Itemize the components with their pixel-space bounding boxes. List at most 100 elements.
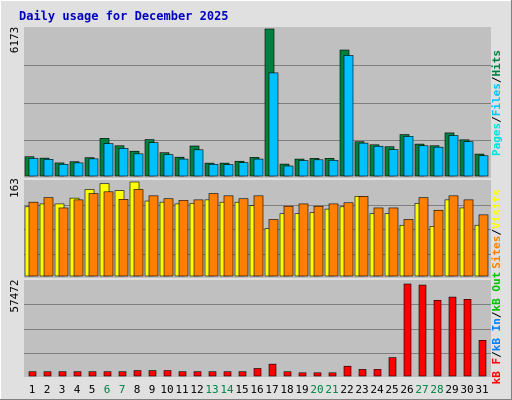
bar-files <box>148 142 159 177</box>
x-tick-label: 9 <box>149 383 156 396</box>
bar-kbf <box>283 371 292 377</box>
bar-files <box>283 165 294 177</box>
legend-sep: / <box>490 351 503 358</box>
bar-files <box>43 159 54 177</box>
bar-sites <box>358 196 369 277</box>
bar-sites <box>223 195 234 277</box>
panel-visits-ymax-label: 163 <box>8 178 21 198</box>
bar-kbf <box>103 371 112 377</box>
bar-sites <box>268 219 279 277</box>
x-tick-label: 2 <box>44 383 51 396</box>
bar-sites <box>178 200 189 277</box>
bar-sites <box>478 214 489 277</box>
x-tick-label: 4 <box>74 383 81 396</box>
bar-kbf <box>253 368 262 377</box>
legend-pages: Pages <box>490 123 503 156</box>
bar-sites <box>238 198 249 277</box>
bar-kbf <box>118 371 127 377</box>
bar-files <box>358 142 369 177</box>
bar-kbf <box>373 369 382 377</box>
bar-files <box>328 159 339 177</box>
panel-visits-sites: 163 Sites/Visits <box>8 178 503 278</box>
bar-files <box>433 146 444 177</box>
x-tick-label: 19 <box>295 383 308 396</box>
legend-kbytes: kB F/kB In/kB Out <box>490 272 503 385</box>
bar-kbf <box>58 371 67 377</box>
bar-files <box>73 162 84 177</box>
bar-sites <box>73 199 84 277</box>
x-tick-label: 28 <box>430 383 443 396</box>
legend-visits: Visits <box>490 189 503 229</box>
x-tick-label: 20 <box>310 383 323 396</box>
x-tick-label: 18 <box>280 383 293 396</box>
bar-sites <box>433 209 444 277</box>
x-tick-label: 8 <box>134 383 141 396</box>
x-tick-label: 24 <box>370 383 384 396</box>
bar-kbf <box>343 365 352 377</box>
bar-kbf <box>463 299 472 377</box>
x-tick-label: 16 <box>250 383 263 396</box>
x-tick-label: 14 <box>220 383 234 396</box>
bar-kbf <box>73 371 82 377</box>
bar-sites <box>283 205 294 277</box>
bar-files <box>208 164 219 177</box>
x-axis-day-labels: 1 2 3 4 5 6 7 8 9 10 11 12 13 14 15 16 17 18 19 20 21 22 23 24 2… <box>29 383 489 396</box>
bar-files <box>163 154 174 177</box>
x-tick-label: 22 <box>340 383 353 396</box>
x-tick-label: 10 <box>160 383 173 396</box>
bar-files <box>403 136 414 177</box>
legend-sep: / <box>490 76 503 83</box>
bar-files <box>313 159 324 177</box>
bar-kbf <box>88 371 97 377</box>
bar-sites <box>88 193 99 277</box>
bar-sites <box>463 199 474 277</box>
legend-sep: / <box>490 311 503 318</box>
bar-files <box>388 149 399 177</box>
x-tick-label: 31 <box>475 383 488 396</box>
x-tick-label: 3 <box>59 383 66 396</box>
x-tick-label: 6 <box>104 383 111 396</box>
bar-kbf <box>43 371 52 377</box>
bar-files <box>223 164 234 177</box>
bar-files <box>88 158 99 177</box>
bar-sites <box>388 207 399 277</box>
bar-files <box>58 164 69 177</box>
x-tick-label: 15 <box>235 383 248 396</box>
bar-sites <box>163 198 174 277</box>
bar-files <box>238 162 249 177</box>
bar-kbf <box>418 284 427 377</box>
legend-sites: Sites <box>490 236 503 269</box>
bar-kbf <box>448 296 457 377</box>
bar-kbf <box>433 299 442 377</box>
bar-kbf <box>148 370 157 377</box>
bar-kbf <box>313 372 322 377</box>
bar-kbf <box>478 340 487 377</box>
legend-hits: Hits <box>490 50 503 77</box>
bar-files <box>343 55 354 177</box>
panel-kbytes-ymax-label: 57472 <box>8 279 21 312</box>
x-tick-label: 17 <box>265 383 278 396</box>
bar-files <box>253 158 264 177</box>
x-tick-label: 26 <box>400 383 413 396</box>
legend-kbin: kB In <box>490 318 503 351</box>
bar-files <box>298 160 309 177</box>
bar-kbf <box>193 371 202 377</box>
bar-sites <box>103 191 114 277</box>
legend-sep: / <box>490 116 503 123</box>
bar-kbf <box>133 370 142 377</box>
bar-sites <box>298 203 309 277</box>
panel-hits-files-pages: 6173 Pages/Files/Hits <box>8 27 503 178</box>
bar-sites <box>58 207 69 277</box>
bar-files <box>268 72 279 177</box>
bar-kbf <box>223 371 232 377</box>
x-tick-label: 12 <box>190 383 203 396</box>
bar-kbf <box>403 283 412 377</box>
bar-kbf <box>298 372 307 377</box>
bar-sites <box>418 197 429 277</box>
x-tick-label: 11 <box>175 383 188 396</box>
bar-sites <box>373 207 384 277</box>
legend-hits-files-pages: Pages/Files/Hits <box>490 50 503 156</box>
bar-files <box>463 141 474 177</box>
bar-files <box>133 153 144 177</box>
bar-kbf <box>358 369 367 377</box>
